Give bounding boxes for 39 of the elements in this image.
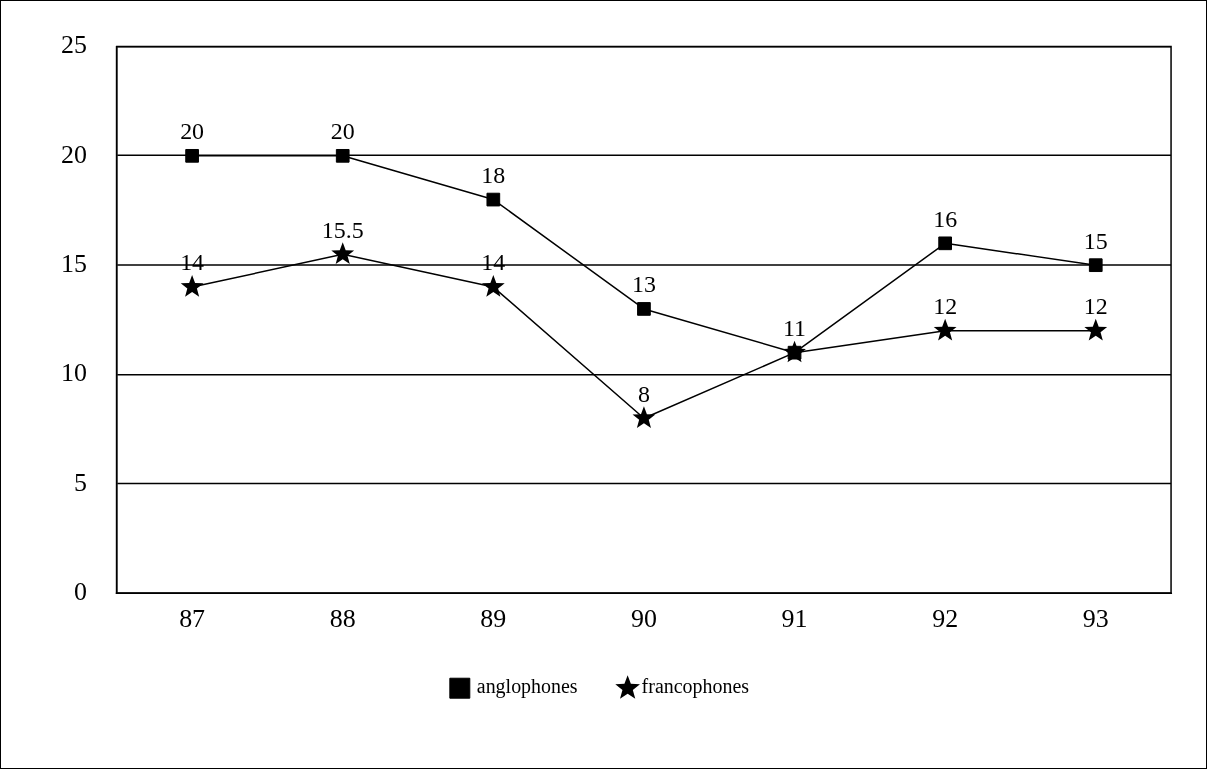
data-label: 18 xyxy=(481,161,506,188)
y-tick-label: 25 xyxy=(60,30,87,60)
x-tick-label: 90 xyxy=(630,603,657,633)
point xyxy=(331,242,355,264)
data-label: 12 xyxy=(1083,293,1108,320)
data-label: 15.5 xyxy=(321,216,364,243)
point xyxy=(933,318,957,341)
legend-label: anglophones xyxy=(476,675,578,699)
x-tick-label: 87 xyxy=(179,603,206,633)
y-tick-label: 5 xyxy=(73,467,87,497)
data-label: 20 xyxy=(180,118,205,145)
x-tick-label: 88 xyxy=(329,603,356,633)
data-label: 15 xyxy=(1083,227,1108,254)
x-tick-label: 91 xyxy=(781,603,808,633)
point xyxy=(637,302,651,316)
y-tick-label: 0 xyxy=(73,577,87,607)
x-tick-label: 92 xyxy=(932,603,959,633)
y-tick-label: 20 xyxy=(60,139,87,169)
point xyxy=(783,340,806,363)
data-label: 13 xyxy=(631,271,656,298)
point xyxy=(180,275,204,297)
point xyxy=(1084,318,1108,341)
point xyxy=(632,406,656,428)
y-tick-label: 15 xyxy=(60,249,87,278)
point xyxy=(938,236,952,251)
point xyxy=(486,192,501,207)
x-tick-label: 93 xyxy=(1082,603,1109,633)
data-label: 20 xyxy=(330,118,355,145)
y-tick-label: 10 xyxy=(60,358,87,388)
data-label: 16 xyxy=(933,205,958,232)
point xyxy=(185,148,199,163)
point xyxy=(1088,258,1103,273)
legend-label: francophones xyxy=(641,675,750,699)
data-label: 8 xyxy=(637,380,650,407)
point xyxy=(481,275,505,297)
point xyxy=(335,148,350,163)
x-tick-label: 89 xyxy=(480,603,507,633)
data-label: 11 xyxy=(783,315,807,342)
data-label: 12 xyxy=(933,293,958,320)
